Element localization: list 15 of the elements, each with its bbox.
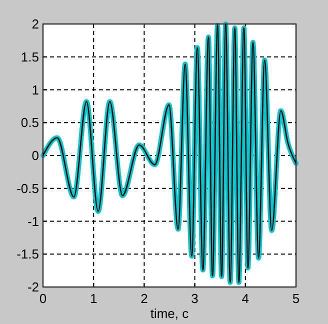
y-tick-label: 0: [32, 148, 39, 163]
y-tick-label: 1: [32, 82, 39, 98]
x-axis-title: time, c: [150, 306, 190, 321]
y-tick-label: -2: [27, 280, 39, 294]
y-tick-label: 2: [32, 16, 39, 32]
y-tick-label: -0.5: [16, 180, 39, 196]
y-tick-label: 1.5: [20, 49, 39, 64]
y-tick-label: -1: [27, 214, 39, 229]
y-tick-label: -1.5: [16, 246, 39, 262]
x-tick-label: 3: [191, 291, 198, 306]
x-tick-label: 4: [242, 291, 250, 306]
x-tick-label: 2: [140, 291, 148, 306]
x-tick-label: 5: [292, 291, 300, 306]
x-tick-label: 1: [90, 291, 98, 306]
y-tick-label: 0.5: [20, 115, 39, 130]
